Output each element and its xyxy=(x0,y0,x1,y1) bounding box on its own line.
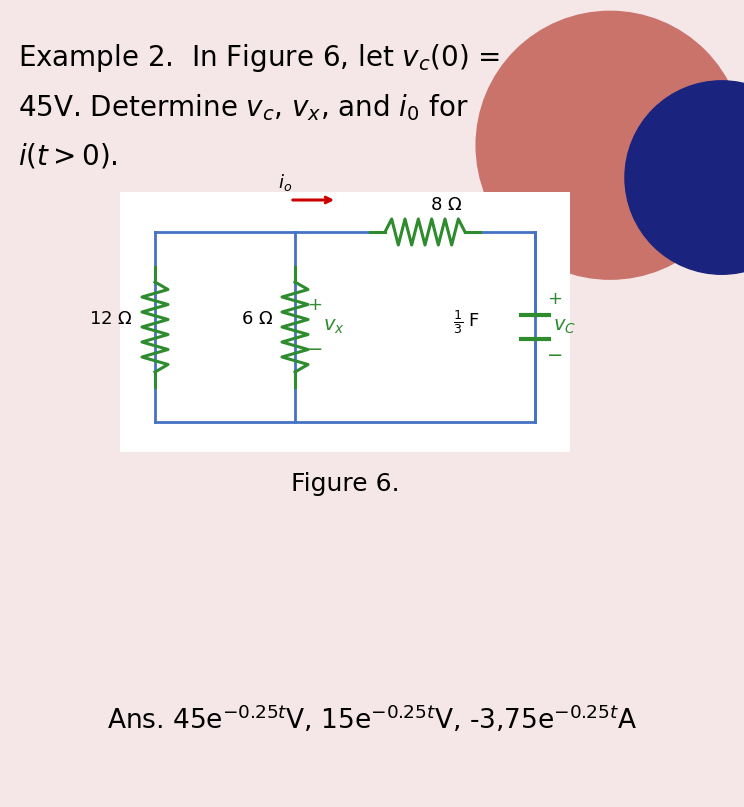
Text: +: + xyxy=(307,296,322,314)
Text: Figure 6.: Figure 6. xyxy=(291,472,400,496)
Text: $i_o$: $i_o$ xyxy=(278,172,292,193)
Text: −: − xyxy=(547,345,563,365)
Circle shape xyxy=(476,11,744,279)
Text: 12 $\Omega$: 12 $\Omega$ xyxy=(89,310,133,328)
Text: +: + xyxy=(547,290,562,308)
Text: $i(t>0)$.: $i(t>0)$. xyxy=(18,142,118,171)
Text: 8 $\Omega$: 8 $\Omega$ xyxy=(430,196,462,214)
Text: $v_x$: $v_x$ xyxy=(323,317,344,337)
FancyBboxPatch shape xyxy=(120,192,570,452)
Text: $\frac{1}{3}$ F: $\frac{1}{3}$ F xyxy=(453,308,480,336)
Text: Example 2.  In Figure 6, let $v_c(0)$ =: Example 2. In Figure 6, let $v_c(0)$ = xyxy=(18,42,500,74)
Text: −: − xyxy=(307,340,324,358)
Circle shape xyxy=(625,81,744,274)
Text: 45V. Determine $v_{c}$, $v_{x}$, and $i_0$ for: 45V. Determine $v_{c}$, $v_{x}$, and $i_… xyxy=(18,92,469,123)
Text: Ans. 45e$^{-0.25t}$V, 15e$^{-0.25t}$V, -3,75e$^{-0.25t}$A: Ans. 45e$^{-0.25t}$V, 15e$^{-0.25t}$V, -… xyxy=(107,704,637,735)
Text: 6 $\Omega$: 6 $\Omega$ xyxy=(241,310,273,328)
Text: $v_C$: $v_C$ xyxy=(553,317,576,337)
